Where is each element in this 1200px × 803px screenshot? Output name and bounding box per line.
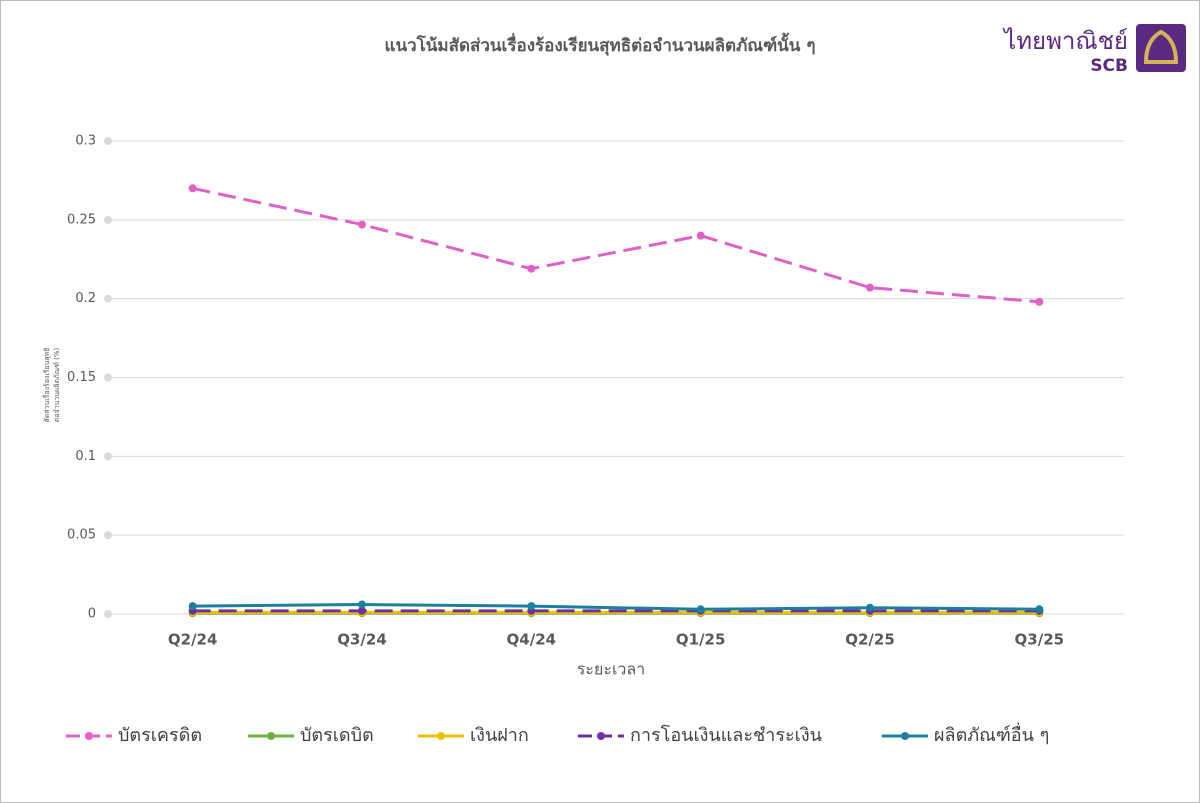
data-point	[527, 264, 536, 273]
legend-label: บัตรเดบิต	[300, 725, 374, 746]
legend-label: บัตรเครดิต	[118, 725, 202, 746]
y-axis-label: ต่อจำนวนผลิตภัณฑ์ (%)	[53, 347, 61, 422]
legend-label: เงินฝาก	[470, 725, 529, 746]
x-tick-label: Q2/25	[845, 631, 895, 649]
y-tick-mark	[104, 452, 112, 461]
x-tick-label: Q3/24	[337, 631, 387, 649]
logo-abbr: SCB	[1090, 56, 1128, 76]
x-tick-label: Q3/25	[1015, 631, 1065, 649]
data-point	[696, 231, 705, 240]
logo-name: ไทยพาณิชย์	[1002, 27, 1128, 55]
y-tick-label: 0	[88, 607, 96, 622]
y-tick-label: 0.3	[75, 134, 96, 149]
x-axis-label: ระยะเวลา	[577, 660, 645, 679]
data-point	[527, 602, 536, 611]
legend-marker	[267, 732, 275, 740]
data-point	[866, 603, 874, 612]
y-tick-label: 0.05	[67, 528, 96, 543]
y-tick-mark	[104, 610, 112, 618]
y-tick-mark	[104, 531, 112, 540]
logo: ไทยพาณิชย์ SCB	[1002, 24, 1186, 76]
data-point	[358, 220, 366, 229]
y-axis-label: สัดส่วนเรื่องร้องเรียนสุทธิ	[42, 347, 51, 422]
data-point	[358, 606, 366, 615]
logo-emblem	[1143, 29, 1179, 64]
y-tick-label: 0.1	[75, 449, 96, 464]
x-tick-label: Q1/25	[676, 631, 726, 649]
legend-marker	[597, 732, 605, 740]
legend-marker	[901, 732, 909, 740]
legend-marker	[85, 732, 93, 740]
chart-title: แนวโน้มสัดส่วนเรื่องร้องเรียนสุทธิต่อจำน…	[385, 32, 816, 56]
y-tick-mark	[104, 215, 112, 224]
data-point	[696, 605, 705, 614]
x-tick-label: Q4/24	[507, 631, 557, 649]
data-point	[188, 602, 197, 611]
y-tick-mark	[104, 137, 112, 145]
y-tick-label: 0.2	[75, 291, 96, 306]
x-tick-label: Q2/24	[168, 631, 218, 649]
data-point	[1035, 297, 1044, 306]
y-tick-label: 0.25	[67, 212, 96, 227]
y-tick-mark	[104, 373, 112, 382]
legend-label: การโอนเงินและชำระเงิน	[630, 724, 822, 746]
series-line	[192, 186, 1040, 304]
legend-label: ผลิตภัณฑ์อื่น ๆ	[934, 722, 1049, 746]
data-point	[188, 184, 197, 193]
data-point	[358, 600, 366, 609]
legend-marker	[437, 732, 445, 740]
y-tick-mark	[104, 294, 112, 303]
data-point	[1035, 605, 1044, 614]
series-line	[192, 603, 1040, 611]
data-point	[866, 283, 874, 292]
y-tick-label: 0.15	[67, 370, 96, 385]
